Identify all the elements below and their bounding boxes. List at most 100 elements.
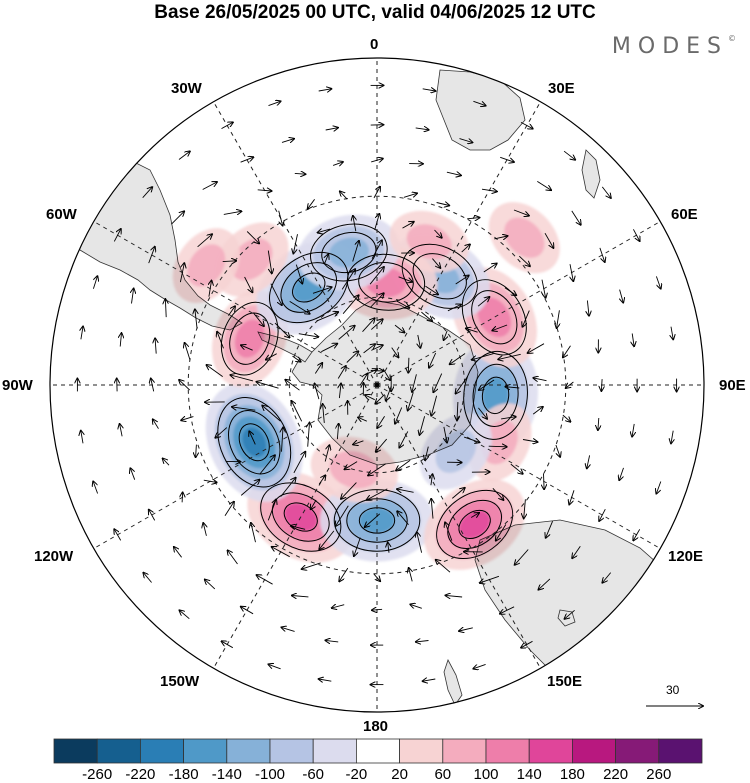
wind-arrow (120, 333, 121, 347)
wind-arrow (148, 247, 155, 264)
wind-arrow (316, 312, 339, 322)
wind-arrow (278, 210, 283, 226)
wind-arrow (397, 489, 414, 492)
wind-arrow (311, 499, 317, 509)
wind-arrow (374, 214, 380, 231)
wind-arrow (656, 481, 662, 494)
contour-ring (458, 509, 491, 540)
wind-arrow (268, 101, 281, 107)
wind-arrow (655, 276, 660, 288)
wind-arrow (500, 156, 514, 162)
wind-arrow (372, 609, 383, 610)
wind-arrow (292, 355, 301, 362)
wind-arrow (570, 264, 573, 281)
wind-arrow (353, 441, 364, 445)
wind-arrow (557, 310, 560, 328)
wind-arrow (410, 604, 422, 608)
wind-arrow (340, 191, 348, 200)
wind-arrow (479, 379, 495, 390)
wind-arrow (130, 468, 136, 480)
wind-arrow (459, 138, 473, 143)
wind-arrow (346, 351, 359, 363)
wind-arrow (281, 139, 294, 143)
wind-arrow (619, 467, 624, 480)
wind-arrow (318, 475, 325, 485)
wind-arrow (282, 428, 284, 452)
wind-arrow (452, 488, 464, 499)
wind-arrow (496, 524, 507, 541)
wind-arrow (447, 305, 461, 312)
anomaly-blob (423, 479, 526, 570)
wind-arrow (444, 330, 448, 340)
wind-arrow (251, 523, 256, 543)
wind-arrow (241, 607, 254, 615)
wind-arrow (569, 490, 575, 504)
wind-arrow (408, 357, 409, 373)
contour-ring (292, 272, 326, 303)
wind-arrow (217, 332, 224, 349)
lon-label-30e: 30E (548, 80, 575, 97)
wind-arrow (363, 344, 375, 354)
meridian-line (376, 221, 661, 386)
wind-arrow (473, 100, 485, 105)
wind-arrow (563, 150, 575, 160)
wind-arrow (312, 287, 332, 294)
contour-group (346, 253, 426, 311)
wind-arrow (571, 210, 581, 225)
wind-arrow (246, 231, 259, 244)
wind-arrow (373, 573, 380, 581)
wind-arrow (205, 580, 216, 590)
wind-arrow (498, 353, 521, 359)
wind-arrow (332, 162, 343, 166)
anomaly-blob (211, 290, 288, 388)
meridian-line (376, 384, 661, 549)
wind-arrow (165, 299, 166, 318)
contour-ring (269, 251, 349, 324)
wind-arrow (532, 407, 543, 415)
wind-arrow (515, 549, 529, 565)
wind-arrow (541, 279, 546, 298)
wind-arrow (602, 572, 612, 583)
wind-arrow (425, 285, 438, 294)
anomaly-blob (488, 202, 560, 274)
wind-arrow (446, 595, 463, 597)
wind-arrow (544, 232, 553, 248)
wind-arrow (332, 605, 345, 608)
wind-arrow (370, 319, 382, 330)
wind-arrow (358, 417, 367, 421)
wind-arrow (434, 229, 442, 238)
wind-arrow (319, 679, 332, 681)
wind-arrow (436, 203, 450, 206)
wind-arrow (566, 381, 574, 388)
wind-arrow (521, 640, 533, 647)
wind-arrow (483, 264, 497, 273)
wind-arrow (396, 300, 409, 308)
meridian-line (376, 384, 541, 669)
contour-ring (310, 223, 388, 282)
wind-arrow (257, 575, 273, 585)
wind-arrow (513, 209, 529, 216)
wind-arrow (207, 365, 223, 377)
wind-arrow (179, 380, 191, 391)
wind-arrow (114, 529, 122, 541)
wind-arrow (416, 641, 429, 642)
wind-arrow (632, 423, 634, 437)
wind-arrow (292, 401, 303, 422)
wind-arrow (533, 378, 547, 381)
wind-arrow (457, 401, 458, 420)
wind-arrow (420, 416, 426, 435)
wind-arrow (562, 414, 571, 422)
wind-arrow (339, 567, 349, 581)
wind-arrow (417, 532, 423, 553)
wind-arrow (341, 269, 355, 290)
wind-arrow (445, 522, 453, 541)
map-title: Base 26/05/2025 00 UTC, valid 04/06/2025… (154, 2, 596, 23)
wind-arrow (402, 222, 414, 229)
wind-arrow (282, 627, 295, 632)
wind-arrow (563, 345, 571, 358)
wind-arrow (633, 229, 639, 241)
wind-arrow (412, 374, 417, 392)
contour-group (220, 301, 279, 376)
wind-arrow (396, 459, 411, 470)
wind-arrow (478, 407, 487, 419)
